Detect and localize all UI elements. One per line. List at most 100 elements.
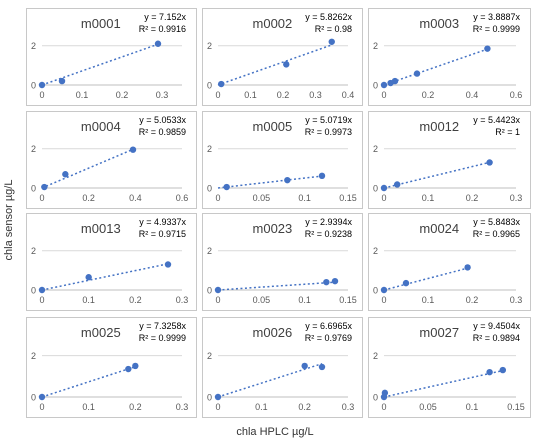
y-tick-label: 0: [207, 393, 212, 403]
panel-title: m0012: [419, 119, 459, 134]
panel-m0013: 0 2 0 0.1 0.2 0.3 m0013 y = 4.9337x R² = 0.9715: [26, 213, 197, 311]
x-tick-label: 0: [39, 90, 44, 100]
panel-m0001: 0 2 0 0.1 0.2 0.3 m0001 y = 7.152x R² = 0.9916: [26, 8, 197, 106]
y-tick-label: 2: [31, 246, 36, 256]
trend-r-squared: R² = 0.9859: [139, 127, 186, 137]
data-point: [218, 80, 225, 88]
data-point: [318, 172, 326, 180]
trend-equation: y = 7.152x: [144, 12, 186, 22]
panel-border: [202, 213, 363, 311]
data-point: [413, 70, 421, 77]
panel-m0004: 0 2 0 0.2 0.4 0.6 m0004 y = 5.0533x R² = 0.9859: [26, 111, 197, 209]
x-tick-label: 0.3: [510, 193, 523, 203]
panel-border: [26, 317, 197, 418]
x-tick-label: 0.1: [422, 193, 435, 203]
data-point: [380, 184, 388, 192]
x-tick-label: 0.3: [309, 90, 322, 100]
x-tick-label: 0.3: [156, 90, 169, 100]
x-tick-label: 0.1: [255, 402, 268, 412]
panel-m0002: 0 2 0 0.1 0.2 0.3 0.4 m0002 y = 5.8262x R² = 0.98: [202, 8, 363, 106]
x-tick-label: 0: [215, 90, 220, 100]
y-tick-label: 0: [373, 286, 378, 296]
y-tick-label: 0: [31, 393, 36, 403]
panel-border: [368, 213, 531, 311]
trend-equation: y = 5.0719x: [305, 115, 352, 125]
data-point: [62, 171, 69, 178]
panel-border: [202, 317, 363, 418]
panel-border: [368, 111, 531, 209]
y-tick-label: 0: [373, 184, 378, 194]
y-tick-label: 2: [31, 351, 36, 361]
data-point: [484, 45, 491, 52]
x-tick-label: 0.4: [466, 90, 479, 100]
y-tick-label: 0: [207, 184, 212, 194]
trend-equation: y = 5.8262x: [305, 12, 352, 22]
panel-title: m0023: [253, 221, 293, 236]
trend-equation: y = 5.0533x: [139, 115, 186, 125]
data-point: [499, 366, 506, 374]
data-point: [328, 38, 335, 45]
y-tick-label: 2: [31, 144, 36, 154]
data-point: [58, 77, 66, 85]
data-point: [38, 81, 46, 89]
x-tick-label: 0: [215, 295, 220, 305]
x-tick-label: 0.1: [298, 295, 311, 305]
y-tick-label: 2: [373, 144, 378, 154]
panel-title: m0004: [81, 119, 121, 134]
y-tick-label: 0: [373, 393, 378, 403]
trendline: [41, 365, 136, 398]
trendline: [217, 175, 323, 189]
x-tick-label: 0.2: [129, 402, 142, 412]
x-tick-label: 0.2: [116, 90, 129, 100]
x-tick-label: 0.3: [176, 402, 189, 412]
data-point: [129, 146, 137, 153]
trend-r-squared: R² = 0.9973: [305, 127, 352, 137]
y-tick-label: 2: [373, 351, 378, 361]
data-point: [486, 368, 493, 376]
panel-title: m0025: [81, 325, 121, 340]
x-tick-label: 0.2: [82, 193, 95, 203]
data-point: [41, 183, 48, 191]
y-tick-label: 0: [31, 81, 36, 91]
panel-m0023: 0 2 0 0.05 0.1 0.15 m0023 y = 2.9394x R² = 0.923…: [202, 213, 363, 311]
data-point: [38, 393, 46, 401]
data-point: [318, 363, 326, 371]
y-tick-label: 2: [373, 41, 378, 51]
x-tick-label: 0: [381, 90, 386, 100]
y-tick-label: 0: [207, 81, 212, 91]
trendline: [41, 263, 169, 291]
x-tick-label: 0.4: [342, 90, 355, 100]
data-point: [214, 286, 222, 294]
x-tick-label: 0.1: [76, 90, 89, 100]
trendline: [41, 148, 134, 189]
x-tick-label: 0.2: [129, 295, 142, 305]
y-tick-label: 2: [31, 41, 36, 51]
data-point: [154, 40, 162, 47]
trend-equation: y = 5.4423x: [473, 115, 520, 125]
trendline: [217, 44, 332, 86]
y-tick-label: 2: [207, 351, 212, 361]
x-tick-label: 0: [39, 295, 44, 305]
panel-m0024: 0 2 0 0.1 0.2 0.3 m0024 y = 5.8483x R² = 0.9965: [368, 213, 531, 311]
x-tick-label: 0: [381, 295, 386, 305]
y-tick-label: 0: [373, 81, 378, 91]
x-tick-label: 0: [39, 193, 44, 203]
x-tick-label: 0.3: [510, 295, 523, 305]
data-point: [331, 277, 339, 285]
trend-equation: y = 3.8887x: [473, 12, 520, 22]
panel-m0025: 0 2 0 0.1 0.2 0.3 m0025 y = 7.3258x R² = 0.9999: [26, 317, 197, 418]
x-tick-label: 0.05: [419, 402, 437, 412]
x-tick-label: 0.1: [82, 295, 95, 305]
x-tick-label: 0.6: [510, 90, 523, 100]
x-tick-label: 0.1: [82, 402, 95, 412]
trend-r-squared: R² = 0.9715: [139, 229, 186, 239]
data-point: [381, 389, 389, 397]
data-point: [164, 261, 172, 268]
trendline: [383, 161, 490, 189]
panel-border: [202, 8, 363, 106]
panel-m0005: 0 2 0 0.05 0.1 0.15 m0005 y = 5.0719x R² = 0.997…: [202, 111, 363, 209]
data-point: [223, 183, 230, 191]
x-tick-label: 0.4: [129, 193, 142, 203]
x-tick-label: 0: [381, 402, 386, 412]
